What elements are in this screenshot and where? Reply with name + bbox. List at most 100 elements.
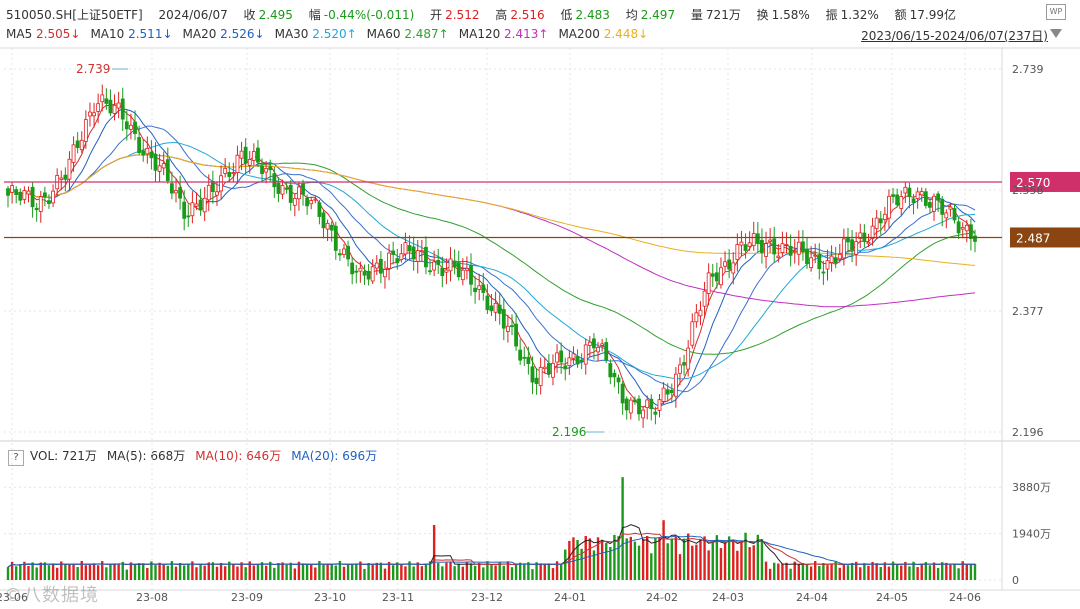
candle-body [530, 366, 535, 383]
candle-body [247, 159, 252, 166]
amplitude-label: 振 [825, 8, 838, 22]
volume-bar [187, 563, 190, 580]
volume-bar [740, 541, 743, 580]
volume-bar [936, 567, 940, 580]
candle-body [284, 187, 289, 190]
price-axis: 2.739 2.558 2.377 2.196 3880万 1940万 0 [1012, 63, 1051, 587]
candle-body [231, 172, 236, 174]
candle-body [960, 227, 965, 230]
help-icon[interactable]: ? [8, 450, 24, 466]
candle-body [866, 242, 871, 245]
ma-value: 2.511↓ [128, 27, 173, 41]
volume-bar [342, 566, 346, 580]
volume-bar [666, 543, 669, 580]
volume-bar [379, 562, 383, 580]
range-dropdown-icon[interactable] [1050, 29, 1062, 38]
candle-body [22, 190, 27, 200]
candle-body [473, 287, 478, 293]
volume-bar [908, 566, 911, 580]
volume-bar [551, 568, 555, 580]
volume-bar [420, 566, 424, 580]
candle-body [59, 177, 64, 180]
candle-body [932, 195, 936, 212]
candle-body [575, 356, 580, 365]
volume-bar [502, 565, 505, 580]
volume-bar [109, 563, 112, 580]
volume-bar [572, 537, 575, 580]
volume-bar [658, 537, 661, 580]
candle-body [587, 341, 592, 346]
candle-body [362, 271, 367, 276]
date-range[interactable]: 2023/06/15-2024/06/07(237日) [861, 29, 1048, 43]
candle-body [174, 190, 178, 194]
volume-bar [232, 563, 235, 580]
volume-bar [904, 561, 907, 580]
candle-body [424, 246, 428, 268]
volume-bar [588, 538, 592, 580]
volume-bar [346, 564, 350, 580]
candle-body [813, 254, 818, 257]
wp-icon[interactable]: WP [1046, 4, 1066, 20]
candle-body [669, 389, 674, 394]
volume-bar [781, 563, 784, 580]
candle-body [280, 185, 285, 195]
candle-body [723, 261, 727, 267]
candle-body [796, 241, 801, 255]
candle-body [313, 198, 318, 201]
volume-bar [281, 562, 284, 580]
candle-body [690, 321, 695, 346]
volume-bar [383, 568, 387, 580]
candle-body [358, 267, 363, 272]
candle-body [923, 191, 928, 206]
volume-bar [928, 565, 932, 580]
candle-body [186, 215, 191, 218]
candle-body [653, 411, 658, 415]
candle-body [596, 346, 600, 353]
volume-bar [314, 567, 317, 580]
candle-body [944, 212, 949, 219]
volume-bar [506, 561, 510, 580]
volume-bar [842, 563, 846, 580]
candle-body [493, 302, 498, 313]
candle-body [239, 150, 244, 159]
volume-bar [879, 566, 882, 580]
candle-body [108, 99, 113, 114]
reference-tag-label: 2.570 [1016, 176, 1050, 190]
volume-bar [424, 564, 428, 580]
volume-bar [47, 565, 51, 580]
volume-bar [359, 561, 362, 580]
volume-bar [101, 561, 104, 580]
volume-bar [920, 563, 923, 580]
candle-body [497, 304, 502, 314]
candle-body [243, 146, 248, 164]
volume-bar [43, 562, 47, 580]
volume-bar [850, 562, 854, 580]
high-value: 2.516 [510, 8, 545, 22]
candle-body [96, 103, 101, 112]
price-tick-label: 2.739 [1012, 63, 1044, 76]
volume-bar [117, 563, 120, 580]
volume-bar [158, 562, 161, 580]
candle-body [350, 262, 355, 275]
candle-body [657, 399, 662, 411]
volume-bar [396, 562, 399, 580]
candle-body [165, 159, 170, 181]
candle-body [751, 233, 756, 247]
volume-bar [408, 561, 411, 580]
volume-bar [773, 562, 776, 580]
volume-bar [199, 563, 202, 580]
volume-bar [629, 536, 633, 580]
candle-body [157, 165, 162, 172]
candle-body [940, 198, 945, 215]
volume-bar [752, 545, 755, 580]
candle-body [481, 284, 486, 293]
volume-bar [322, 564, 325, 580]
volume-bar [580, 548, 583, 580]
volume-bar [768, 568, 772, 580]
candle-body [911, 198, 916, 203]
candle-body [612, 372, 617, 378]
candle-body [895, 194, 900, 205]
avg-value: 2.497 [640, 8, 676, 22]
amplitude-value: 1.32% [840, 8, 879, 22]
